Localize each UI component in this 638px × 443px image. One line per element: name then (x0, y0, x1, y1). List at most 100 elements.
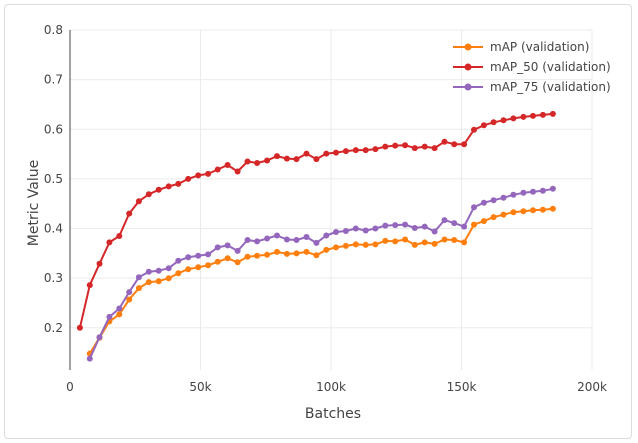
data-point[interactable] (175, 257, 182, 264)
data-point[interactable] (461, 223, 468, 230)
data-point[interactable] (510, 191, 517, 198)
data-point[interactable] (333, 244, 339, 251)
data-point[interactable] (155, 186, 162, 193)
data-point[interactable] (86, 355, 93, 362)
data-point[interactable] (185, 175, 192, 182)
data-point[interactable] (382, 222, 389, 229)
data-point[interactable] (411, 225, 418, 231)
data-point[interactable] (500, 194, 507, 201)
data-point[interactable] (165, 275, 172, 282)
data-point[interactable] (244, 237, 251, 243)
data-point[interactable] (145, 191, 152, 198)
legend-item[interactable]: mAP_75 (validation) (453, 80, 611, 94)
data-point[interactable] (313, 239, 320, 246)
data-point[interactable] (126, 296, 133, 303)
data-point[interactable] (342, 148, 349, 155)
data-point[interactable] (195, 264, 202, 271)
data-point[interactable] (352, 241, 359, 248)
data-point[interactable] (421, 223, 428, 230)
data-point[interactable] (441, 236, 448, 243)
legend-item[interactable]: mAP (validation) (453, 40, 589, 54)
data-point[interactable] (392, 222, 399, 229)
data-point[interactable] (116, 305, 123, 312)
data-point[interactable] (214, 166, 221, 173)
data-point[interactable] (106, 313, 113, 320)
legend-item[interactable]: mAP_50 (validation) (453, 60, 611, 74)
data-point[interactable] (234, 259, 241, 266)
data-point[interactable] (480, 199, 487, 206)
data-point[interactable] (333, 149, 339, 156)
data-point[interactable] (303, 234, 310, 240)
data-point[interactable] (431, 240, 438, 247)
data-point[interactable] (352, 147, 359, 154)
legend[interactable]: mAP (validation) mAP_50 (validation) mAP_7… (453, 40, 611, 94)
data-point[interactable] (274, 153, 280, 160)
data-point[interactable] (116, 233, 123, 239)
data-point[interactable] (530, 112, 536, 119)
data-point[interactable] (283, 250, 290, 257)
data-point[interactable] (520, 189, 527, 196)
data-point[interactable] (549, 110, 556, 117)
data-point[interactable] (126, 289, 133, 296)
data-point[interactable] (451, 141, 458, 148)
data-point[interactable] (214, 244, 221, 251)
data-point[interactable] (520, 208, 527, 215)
data-point[interactable] (283, 236, 290, 243)
data-point[interactable] (323, 246, 330, 253)
data-point[interactable] (530, 207, 536, 214)
data-point[interactable] (293, 237, 300, 243)
data-point[interactable] (372, 146, 379, 153)
data-point[interactable] (392, 238, 399, 245)
data-point[interactable] (234, 247, 241, 254)
data-point[interactable] (185, 254, 192, 261)
data-point[interactable] (441, 138, 448, 145)
data-point[interactable] (145, 279, 152, 286)
data-point[interactable] (490, 197, 497, 204)
data-point[interactable] (480, 122, 487, 129)
data-point[interactable] (500, 117, 507, 124)
data-point[interactable] (96, 334, 103, 341)
data-point[interactable] (195, 252, 202, 259)
data-point[interactable] (106, 239, 113, 246)
data-point[interactable] (323, 232, 330, 239)
data-point[interactable] (441, 217, 448, 224)
data-point[interactable] (135, 198, 142, 205)
data-point[interactable] (549, 185, 556, 192)
data-point[interactable] (402, 221, 409, 228)
data-point[interactable] (155, 267, 162, 274)
data-point[interactable] (402, 142, 409, 149)
data-point[interactable] (205, 170, 212, 177)
data-point[interactable] (372, 241, 379, 248)
data-point[interactable] (342, 228, 349, 234)
data-point[interactable] (362, 147, 369, 154)
data-point[interactable] (254, 238, 261, 245)
data-point[interactable] (461, 239, 468, 246)
data-point[interactable] (549, 205, 556, 212)
data-point[interactable] (126, 210, 133, 217)
data-point[interactable] (480, 218, 487, 225)
data-point[interactable] (264, 251, 271, 258)
data-point[interactable] (224, 255, 231, 262)
data-point[interactable] (411, 241, 418, 248)
data-point[interactable] (135, 285, 142, 292)
data-point[interactable] (86, 282, 93, 289)
data-point[interactable] (431, 228, 438, 235)
data-point[interactable] (155, 278, 162, 285)
data-point[interactable] (175, 180, 182, 187)
data-point[interactable] (362, 227, 369, 234)
data-point[interactable] (500, 211, 507, 218)
data-point[interactable] (402, 236, 409, 243)
data-point[interactable] (274, 232, 280, 239)
data-point[interactable] (520, 113, 527, 120)
data-point[interactable] (283, 155, 290, 162)
data-point[interactable] (165, 183, 172, 190)
data-point[interactable] (76, 324, 83, 331)
data-point[interactable] (471, 221, 477, 228)
data-point[interactable] (254, 160, 261, 166)
data-point[interactable] (461, 141, 468, 148)
data-point[interactable] (205, 262, 212, 269)
data-point[interactable] (372, 225, 379, 232)
data-point[interactable] (293, 250, 300, 257)
data-point[interactable] (303, 150, 310, 157)
data-point[interactable] (145, 268, 152, 275)
